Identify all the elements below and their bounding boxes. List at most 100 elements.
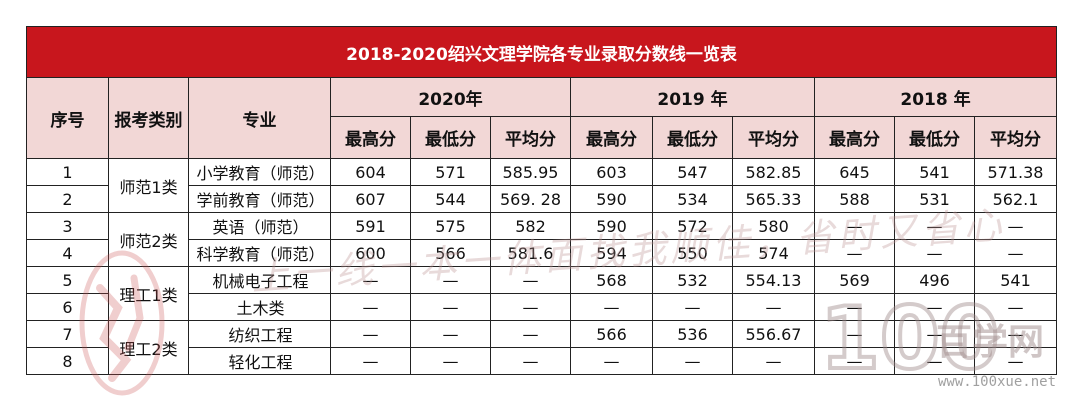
header-major: 专业 [188, 77, 331, 159]
header-min-2018: 最低分 [894, 116, 975, 159]
score-cell: — [894, 347, 975, 375]
score-cell: 604 [330, 158, 411, 186]
score-cell: 544 [410, 185, 491, 213]
score-cell: 534 [652, 185, 733, 213]
table-row: 7 理工2类 纺织工程 — — — 566 536 556.67 — — — [26, 320, 1057, 375]
score-cell: 588 [814, 185, 895, 213]
score-cell: 566 [410, 239, 491, 267]
score-cell: — [894, 320, 975, 348]
score-cell: — [894, 239, 975, 267]
score-cell: — [814, 239, 895, 267]
score-cell: 580 [732, 212, 815, 240]
score-cell: — [410, 347, 491, 375]
header-min-2020: 最低分 [410, 116, 491, 159]
score-table-container: 2018-2020绍兴文理学院各专业录取分数线一览表 序号 报考类别 专业 20… [26, 26, 1057, 375]
score-cell: — [974, 293, 1057, 321]
score-cell: 541 [974, 266, 1057, 294]
table-row: 5 理工1类 机械电子工程 — — — 568 532 554.13 569 4… [26, 266, 1057, 321]
major-cell: 学前教育（师范） [188, 185, 331, 213]
score-cell: 575 [410, 212, 491, 240]
score-cell: 603 [570, 158, 653, 186]
score-cell: — [410, 266, 491, 294]
score-cell: 568 [570, 266, 653, 294]
score-cell: — [490, 293, 571, 321]
header-max-2018: 最高分 [814, 116, 895, 159]
score-cell: — [814, 212, 895, 240]
score-cell: — [652, 293, 733, 321]
score-cell: — [330, 293, 411, 321]
score-cell: 569 [814, 266, 895, 294]
score-cell: — [410, 293, 491, 321]
row-index: 2 [26, 185, 109, 213]
score-cell: 574 [732, 239, 815, 267]
header-avg-2018: 平均分 [974, 116, 1057, 159]
score-cell: — [974, 347, 1057, 375]
admission-score-table: 2018-2020绍兴文理学院各专业录取分数线一览表 序号 报考类别 专业 20… [26, 26, 1057, 375]
score-cell: — [814, 347, 895, 375]
score-cell: 569. 28 [490, 185, 571, 213]
row-index: 1 [26, 158, 109, 186]
major-cell: 轻化工程 [188, 347, 331, 375]
row-index: 8 [26, 347, 109, 375]
score-cell: 572 [652, 212, 733, 240]
row-index: 3 [26, 212, 109, 240]
row-index: 4 [26, 239, 109, 267]
score-cell: — [330, 320, 411, 348]
row-index: 7 [26, 320, 109, 348]
table-row: 3 师范2类 英语（师范） 591 575 582 590 572 580 — … [26, 212, 1057, 267]
score-cell: 590 [570, 212, 653, 240]
score-cell: 541 [894, 158, 975, 186]
major-cell: 小学教育（师范） [188, 158, 331, 186]
score-cell: — [732, 347, 815, 375]
score-cell: 565.33 [732, 185, 815, 213]
score-cell: 550 [652, 239, 733, 267]
header-max-2019: 最高分 [570, 116, 653, 159]
score-cell: — [410, 320, 491, 348]
score-cell: — [330, 347, 411, 375]
score-cell: — [490, 320, 571, 348]
score-cell: 645 [814, 158, 895, 186]
table-title: 2018-2020绍兴文理学院各专业录取分数线一览表 [26, 26, 1057, 78]
score-cell: — [732, 293, 815, 321]
score-cell: — [814, 293, 895, 321]
header-category: 报考类别 [108, 77, 189, 159]
score-cell: 594 [570, 239, 653, 267]
table-row: 1 师范1类 小学教育（师范） 604 571 585.95 603 547 5… [26, 158, 1057, 213]
category-cell: 师范1类 [108, 158, 189, 213]
score-cell: 531 [894, 185, 975, 213]
score-cell: 591 [330, 212, 411, 240]
score-cell: 566 [570, 320, 653, 348]
header-index: 序号 [26, 77, 109, 159]
score-cell: 582 [490, 212, 571, 240]
category-cell: 理工2类 [108, 320, 189, 375]
brand-url: www.100xue.net [938, 374, 1056, 390]
major-cell: 科学教育（师范） [188, 239, 331, 267]
score-cell: 554.13 [732, 266, 815, 294]
score-cell: 556.67 [732, 320, 815, 348]
header-year-2018: 2018 年 [814, 77, 1057, 117]
score-cell: — [490, 266, 571, 294]
score-cell: — [570, 347, 653, 375]
score-cell: 582.85 [732, 158, 815, 186]
major-cell: 英语（师范） [188, 212, 331, 240]
table-row: 6 土木类 — — — — — — — — — [26, 293, 1057, 321]
row-index: 5 [26, 266, 109, 294]
score-cell: 600 [330, 239, 411, 267]
category-cell: 师范2类 [108, 212, 189, 267]
score-cell: — [490, 347, 571, 375]
score-cell: — [814, 320, 895, 348]
major-cell: 机械电子工程 [188, 266, 331, 294]
header-avg-2019: 平均分 [732, 116, 815, 159]
score-cell: — [570, 293, 653, 321]
score-cell: 607 [330, 185, 411, 213]
score-cell: — [974, 239, 1057, 267]
major-cell: 纺织工程 [188, 320, 331, 348]
score-cell: 571 [410, 158, 491, 186]
row-index: 6 [26, 293, 109, 321]
header-max-2020: 最高分 [330, 116, 411, 159]
score-cell: 496 [894, 266, 975, 294]
score-cell: 536 [652, 320, 733, 348]
major-cell: 土木类 [188, 293, 331, 321]
header-year-2019: 2019 年 [570, 77, 815, 117]
table-row: 8 轻化工程 — — — — — — — — — [26, 347, 1057, 375]
